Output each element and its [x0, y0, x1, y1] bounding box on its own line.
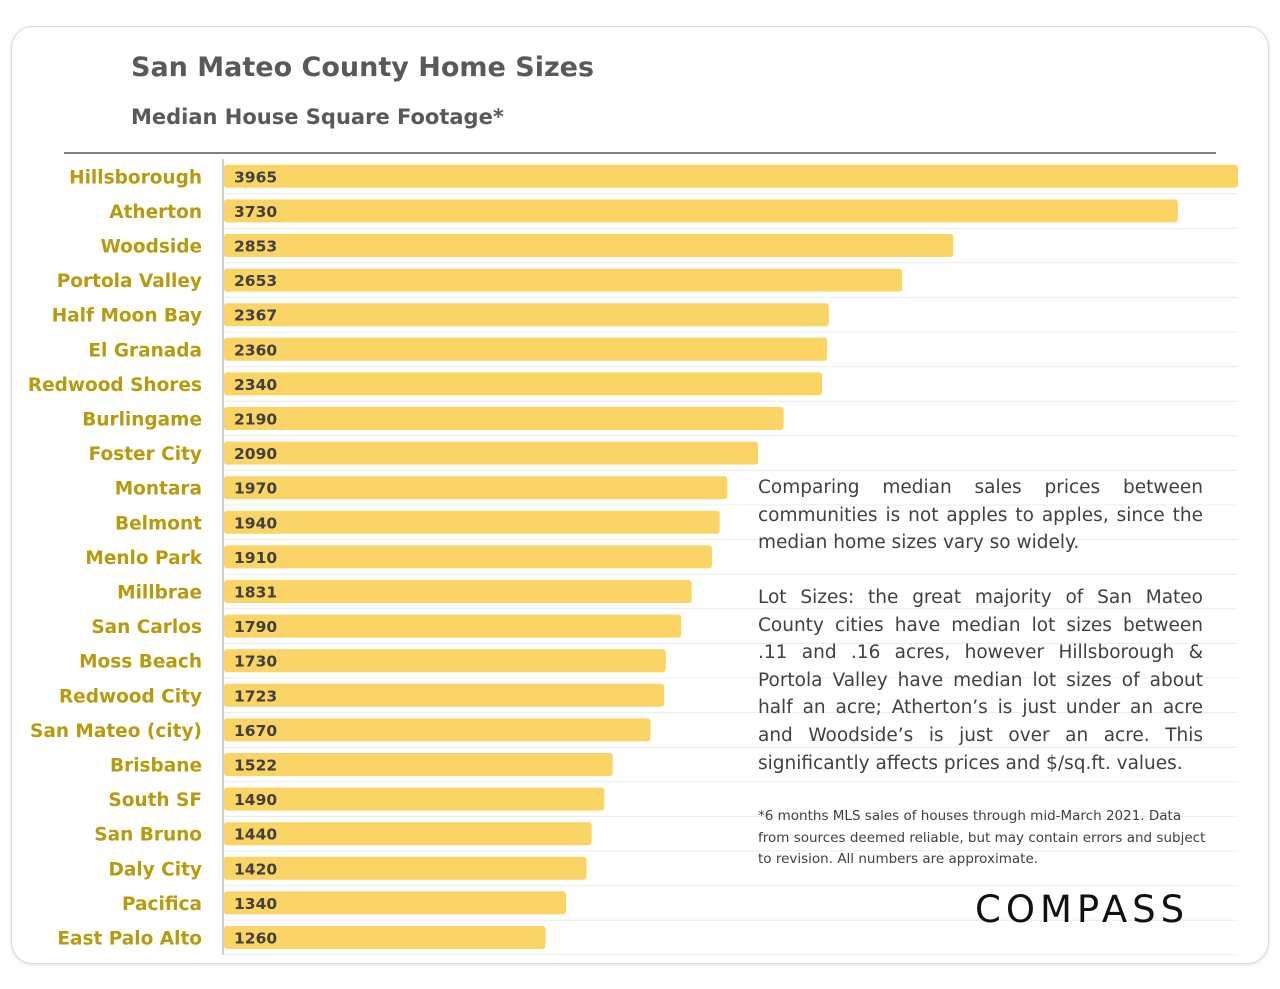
chart-subtitle: Median House Square Footage* — [131, 105, 504, 129]
category-label: Atherton — [109, 202, 202, 223]
data-label: 1910 — [234, 549, 277, 567]
category-label: South SF — [108, 790, 202, 811]
bar — [224, 268, 903, 292]
bar — [224, 822, 592, 846]
bar — [224, 407, 784, 430]
bar — [224, 476, 728, 500]
category-label: Redwood Shores — [28, 375, 202, 396]
bar — [224, 164, 1238, 188]
compass-logo: COMPASS — [975, 888, 1190, 931]
data-label: 1970 — [234, 480, 277, 498]
category-label: Half Moon Bay — [52, 306, 202, 327]
category-label: Redwood City — [59, 686, 202, 707]
category-label: Pacifica — [122, 894, 202, 915]
bar — [224, 234, 954, 257]
category-label: Brisbane — [110, 756, 202, 777]
category-label: Daly City — [108, 859, 202, 880]
bar — [224, 580, 692, 603]
data-label: 1340 — [234, 895, 277, 913]
bar — [224, 718, 651, 742]
bar — [224, 545, 712, 569]
category-label: Menlo Park — [85, 548, 202, 569]
bar — [224, 649, 666, 673]
category-label: San Mateo (city) — [30, 721, 202, 742]
data-label: 1790 — [234, 618, 277, 636]
category-label: Hillsborough — [69, 167, 202, 188]
bar — [224, 926, 546, 949]
bar — [224, 891, 567, 915]
data-label: 1730 — [234, 653, 277, 671]
data-label: 1440 — [234, 826, 277, 844]
data-label: 1670 — [234, 722, 277, 740]
footnote: *6 months MLS sales of houses through mi… — [758, 808, 1206, 867]
data-label: 2190 — [234, 411, 277, 429]
bar — [224, 303, 829, 327]
data-label: 1940 — [234, 514, 277, 532]
category-label: Woodside — [100, 237, 202, 258]
category-label: Foster City — [89, 444, 202, 465]
note-paragraph-1: Comparing median sales prices between co… — [758, 477, 1203, 554]
category-label: Montara — [115, 479, 202, 500]
category-label: Belmont — [115, 513, 202, 534]
header-divider — [64, 152, 1216, 154]
category-label: Portola Valley — [57, 271, 202, 292]
data-label: 1723 — [234, 687, 277, 705]
data-label: 2653 — [234, 272, 277, 290]
bar — [224, 856, 587, 880]
category-label: El Granada — [88, 340, 202, 361]
data-label: 2340 — [234, 376, 277, 394]
bar — [224, 510, 720, 534]
data-label: 1420 — [234, 860, 277, 878]
data-label: 2367 — [234, 307, 277, 325]
bar — [224, 683, 665, 707]
data-label: 2360 — [234, 341, 277, 359]
data-label: 2090 — [234, 445, 277, 463]
bar — [224, 441, 759, 465]
data-label: 1260 — [234, 930, 277, 948]
chart-title: San Mateo County Home Sizes — [131, 52, 595, 83]
category-label: East Palo Alto — [57, 929, 202, 950]
data-label: 3965 — [234, 168, 277, 186]
category-label: Millbrae — [117, 583, 202, 604]
bar — [224, 787, 605, 811]
data-label: 1831 — [234, 584, 277, 602]
category-label: Moss Beach — [79, 652, 202, 673]
note-paragraph-2: Lot Sizes: the great majority of San Mat… — [758, 587, 1203, 774]
bar — [224, 614, 682, 638]
category-label: Burlingame — [82, 410, 202, 431]
bar — [224, 337, 828, 361]
data-label: 1490 — [234, 791, 277, 809]
data-label: 3730 — [234, 203, 277, 221]
bar — [224, 199, 1178, 223]
bar — [224, 372, 823, 396]
category-label: San Bruno — [94, 825, 202, 846]
data-label: 1522 — [234, 757, 277, 775]
category-label: San Carlos — [91, 617, 202, 638]
bar — [224, 753, 613, 776]
data-label: 2853 — [234, 238, 277, 256]
